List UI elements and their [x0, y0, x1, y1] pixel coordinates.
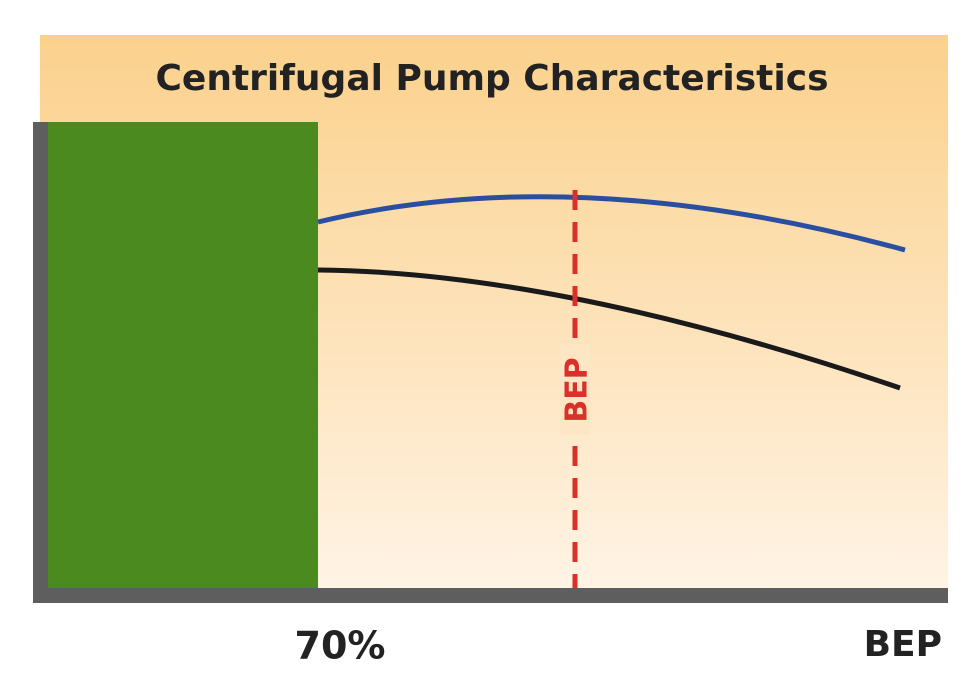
y-axis — [33, 122, 48, 603]
bep-marker-label: BEP — [560, 357, 595, 422]
threshold-label: 70% — [295, 624, 386, 668]
x-end-label: BEP — [864, 624, 942, 665]
head-curve — [317, 267, 901, 391]
bep-label-bg — [560, 345, 590, 435]
x-axis — [33, 588, 948, 603]
title: Centrifugal Pump Characteristics — [155, 58, 828, 99]
efficiency-curve — [317, 194, 906, 253]
operating-zone — [48, 122, 318, 588]
